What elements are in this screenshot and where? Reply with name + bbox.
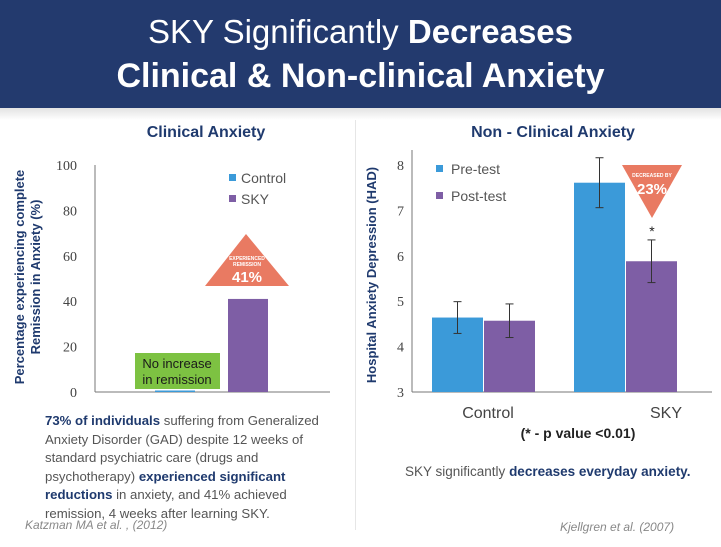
- chart1-ytick-3: 60: [63, 250, 77, 265]
- chart2-legend-pre-swatch: [436, 165, 443, 172]
- chart2-ytick-5: 8: [397, 159, 404, 174]
- no-increase-line1: No increase: [142, 356, 211, 371]
- left-desc-text2: in anxiety, and 41% achieved remission, …: [45, 487, 287, 521]
- chart2-title: Non - Clinical Anxiety: [471, 124, 635, 141]
- chart1-legend-control-swatch: [229, 174, 236, 181]
- chart2-legend-pre: Pre-test: [451, 161, 500, 177]
- chart2-callout-line1: DECREASED BY: [632, 173, 672, 179]
- chart1-ytick-4: 80: [63, 204, 77, 219]
- chart1-legend-control: Control: [241, 170, 286, 186]
- chart1-ylabel-line1: Percentage experiencing complete: [12, 170, 27, 385]
- chart1-callout-triangle: [205, 234, 289, 286]
- chart1-callout-value: 41%: [232, 269, 262, 286]
- chart2-bars: [432, 157, 677, 392]
- chart1-legend-sky: SKY: [241, 191, 270, 207]
- chart2-legend-post-swatch: [436, 192, 443, 199]
- citation-left: Katzman MA et al. , (2012): [25, 518, 168, 532]
- left-desc-text1: suffering from Generalized Anxiety Disor…: [45, 413, 319, 484]
- left-desc-bold2: experienced significant reductions: [45, 468, 286, 503]
- chart2-bar-sky-pre-test: [574, 182, 625, 392]
- chart2-ytick-2: 5: [397, 295, 404, 310]
- panel-divider: [355, 120, 356, 530]
- banner-title-line1: SKY Significantly Decreases: [147, 13, 574, 50]
- chart1-title: Clinical Anxiety: [147, 124, 266, 141]
- title-banner: SKY Significantly Decreases Clinical & N…: [0, 0, 721, 108]
- chart2-ytick-0: 3: [397, 386, 404, 401]
- chart2-xcat-control: Control: [462, 405, 514, 422]
- chart1-callout-line2: REMISSION: [233, 262, 261, 268]
- chart2-xcat-sky: SKY: [650, 405, 682, 422]
- chart1-legend-sky-swatch: [229, 195, 236, 202]
- chart1-sky-bar: [228, 298, 268, 392]
- chart1-ticks: 0 20 40 60 80 100: [56, 159, 77, 401]
- charts-svg: Clinical Anxiety Percentage experiencing…: [12, 124, 712, 441]
- significance-marker: *: [649, 223, 655, 239]
- chart1-ytick-2: 40: [63, 295, 77, 310]
- no-increase-line2: in remission: [142, 372, 211, 387]
- left-description: 73% of individuals suffering from Genera…: [45, 412, 345, 523]
- banner-title-line2: Clinical & Non-clinical Anxiety: [116, 57, 605, 95]
- chart1-callout-line1: EXPERIENCED: [229, 256, 265, 262]
- chart2-ytick-3: 6: [397, 250, 404, 265]
- right-description: SKY significantly decreases everyday anx…: [405, 462, 705, 481]
- chart1-ytick-0: 0: [70, 386, 77, 401]
- chart2-ylabel: Hospital Anxiety Depression (HAD): [364, 167, 379, 383]
- chart2-ticks: 3 4 5 6 7 8: [397, 159, 404, 401]
- no-increase-box: [135, 353, 220, 389]
- citation-right: Kjellgren et al. (2007): [560, 520, 675, 534]
- right-desc-text: SKY significantly: [405, 464, 510, 479]
- chart1-ytick-1: 20: [63, 341, 77, 356]
- chart2-legend-post: Post-test: [451, 188, 506, 204]
- right-desc-bold: decreases everyday anxiety.: [509, 464, 691, 479]
- chart1-control-bar: [155, 390, 195, 392]
- chart1-ytick-5: 100: [56, 159, 77, 174]
- chart1-ylabel-line2: Remission in Anxiety (%): [28, 200, 43, 355]
- pvalue-note: (* - p value <0.01): [521, 425, 636, 441]
- left-desc-bold1: 73% of individuals: [45, 413, 161, 428]
- chart2-callout-triangle: [622, 165, 682, 218]
- chart2-ytick-1: 4: [397, 341, 404, 356]
- chart2-ytick-4: 7: [397, 204, 404, 219]
- chart2-callout-value: 23%: [637, 181, 667, 198]
